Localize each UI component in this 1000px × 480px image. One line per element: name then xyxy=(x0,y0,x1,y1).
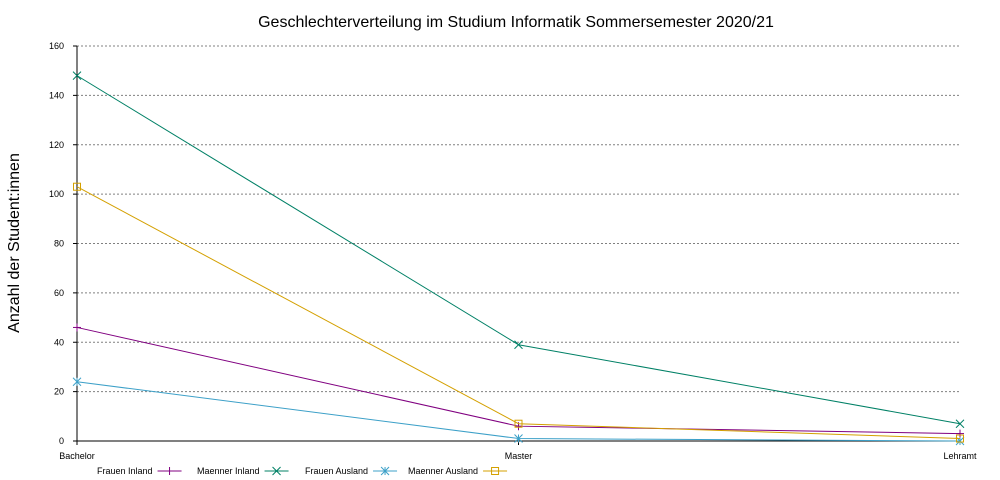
data-point xyxy=(73,323,81,332)
series-line xyxy=(76,381,961,442)
x-tick-label: Lehramt xyxy=(943,451,977,461)
marker-stroke xyxy=(514,340,523,350)
legend: Frauen Inland Maenner Inland Frauen Auslan… xyxy=(97,466,508,476)
marker-stroke xyxy=(72,71,82,80)
y-tick-label: 40 xyxy=(54,337,64,347)
data-point xyxy=(73,182,81,191)
y-tick-label: 60 xyxy=(54,288,64,298)
x-ticks: Bachelor Master Lehramt xyxy=(59,441,977,461)
y-tick-label: 100 xyxy=(49,189,64,199)
data-point xyxy=(272,466,281,476)
series-line xyxy=(76,326,961,435)
chart-title: Geschlechterverteilung im Studium Inform… xyxy=(258,14,774,31)
series-line xyxy=(76,75,961,425)
series xyxy=(73,182,964,443)
y-tick-label: 20 xyxy=(54,387,64,397)
x-tick-label: Bachelor xyxy=(59,451,95,461)
y-ticks: 0 20 40 60 80 100 120 140 160 xyxy=(49,41,77,446)
marker-stroke xyxy=(272,466,281,476)
series xyxy=(72,71,965,429)
data-point xyxy=(514,340,523,350)
series xyxy=(72,377,965,446)
data-point xyxy=(72,377,82,387)
legend-label: Maenner Inland xyxy=(197,466,260,476)
data-point xyxy=(955,419,965,429)
y-tick-label: 120 xyxy=(49,140,64,150)
data-point xyxy=(514,434,523,443)
x-tick-label: Master xyxy=(505,451,533,461)
data-point xyxy=(956,429,964,438)
legend-label: Frauen Inland xyxy=(97,466,153,476)
data-point xyxy=(165,467,174,475)
y-tick-label: 80 xyxy=(54,239,64,249)
series-line xyxy=(76,186,961,440)
legend-label: Frauen Ausland xyxy=(305,466,368,476)
series xyxy=(73,323,964,438)
data-point xyxy=(514,419,523,428)
data-point xyxy=(72,71,82,80)
y-tick-label: 0 xyxy=(59,436,64,446)
data-point xyxy=(380,466,390,476)
legend-label: Maenner Ausland xyxy=(408,466,478,476)
y-tick-label: 140 xyxy=(49,90,64,100)
data-point xyxy=(956,434,964,443)
y-tick-label: 160 xyxy=(49,41,64,51)
marker-stroke xyxy=(955,419,965,429)
series-layer xyxy=(72,71,965,446)
y-axis-label: Anzahl der Student:innen xyxy=(6,153,23,333)
gridlines xyxy=(77,45,960,393)
data-point xyxy=(491,467,500,475)
